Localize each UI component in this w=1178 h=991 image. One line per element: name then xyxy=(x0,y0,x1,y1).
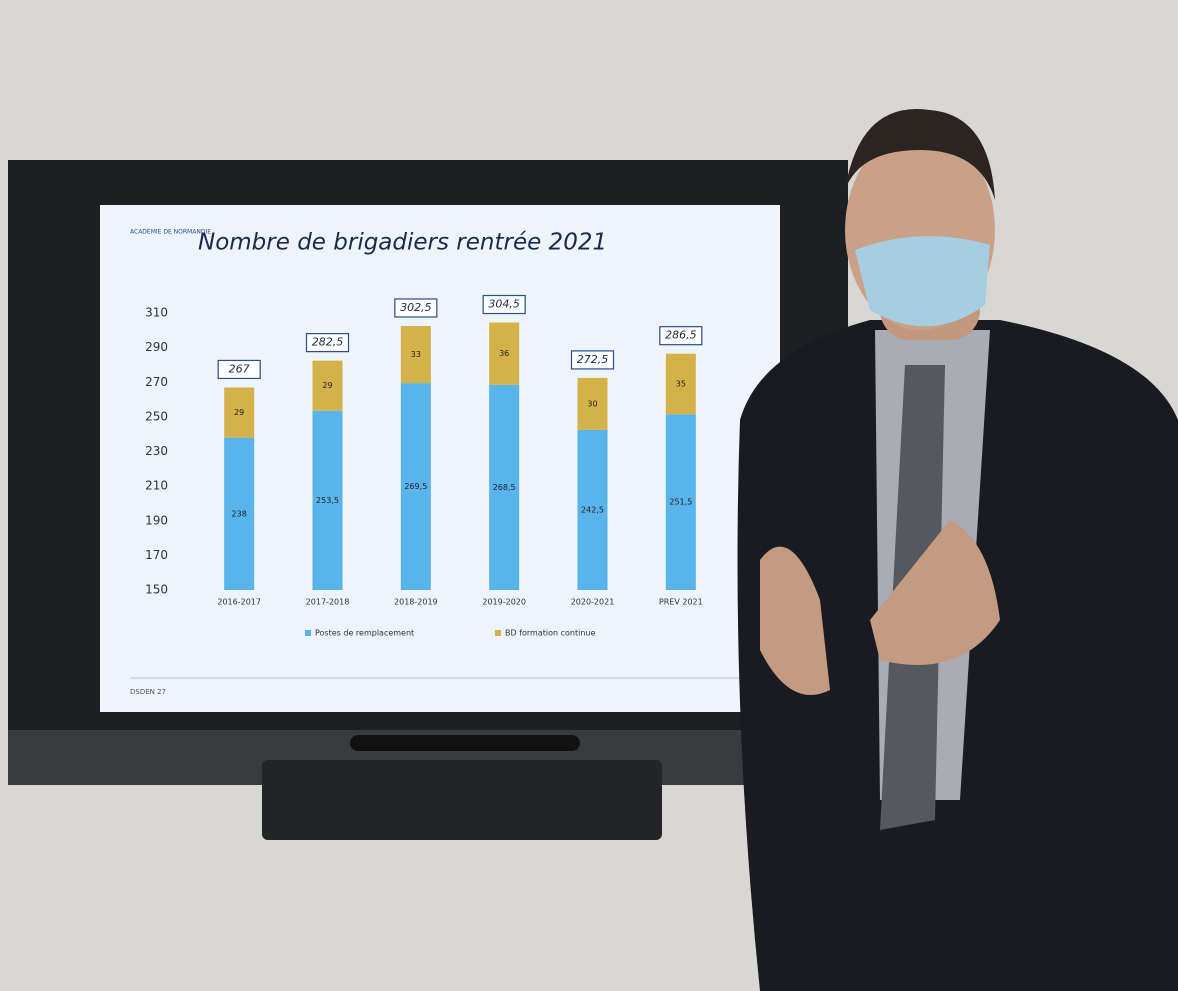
page: ACADÉMIE DE NORMANDIE Nombre de brigadie… xyxy=(0,0,1178,991)
x-tick-label: 2017-2018 xyxy=(306,598,350,607)
total-label: 302,5 xyxy=(400,301,432,314)
bar-value-label: 269,5 xyxy=(404,482,427,491)
y-tick-label: 210 xyxy=(145,479,168,493)
bar-value-label: 29 xyxy=(234,408,244,417)
total-label: 272,5 xyxy=(577,353,609,366)
footer: DSDEN 27 xyxy=(130,688,166,696)
legend-swatch xyxy=(305,630,311,636)
chart-title: Nombre de brigadiers rentrée 2021 xyxy=(198,230,607,256)
y-tick-label: 270 xyxy=(145,375,168,389)
x-tick-label: PREV 2021 xyxy=(659,598,703,607)
total-label: 282,5 xyxy=(312,336,344,349)
y-tick-label: 290 xyxy=(145,340,168,354)
legend-label: BD formation continue xyxy=(505,629,595,638)
x-tick-label: 2018-2019 xyxy=(394,598,438,607)
y-tick-label: 310 xyxy=(145,306,168,320)
photo: ACADÉMIE DE NORMANDIE Nombre de brigadie… xyxy=(0,0,1178,991)
legend-label: Postes de remplacement xyxy=(315,629,414,638)
bar-value-label: 29 xyxy=(322,381,332,390)
bar-value-label: 30 xyxy=(587,399,597,408)
y-tick-label: 170 xyxy=(145,548,168,562)
camera-bar xyxy=(262,760,662,840)
bar-value-label: 242,5 xyxy=(581,505,604,514)
x-tick-label: 2016-2017 xyxy=(217,598,261,607)
bar-value-label: 253,5 xyxy=(316,496,339,505)
bar-value-label: 268,5 xyxy=(493,483,516,492)
total-label: 304,5 xyxy=(488,298,520,311)
bar-value-label: 238 xyxy=(232,509,247,518)
bar-value-label: 35 xyxy=(676,379,686,388)
y-tick-label: 150 xyxy=(145,583,168,597)
total-label: 286,5 xyxy=(665,329,697,342)
y-tick-label: 230 xyxy=(145,444,168,458)
x-tick-label: 2019-2020 xyxy=(482,598,526,607)
total-label: 267 xyxy=(229,362,250,375)
bar-value-label: 36 xyxy=(499,349,509,358)
pen-tray xyxy=(350,735,580,751)
y-tick-label: 190 xyxy=(145,513,168,527)
mask xyxy=(855,236,990,326)
bar-value-label: 33 xyxy=(411,350,421,359)
x-tick-label: 2020-2021 xyxy=(571,598,615,607)
y-tick-label: 250 xyxy=(145,409,168,423)
legend-swatch xyxy=(495,630,501,636)
bar-value-label: 251,5 xyxy=(669,498,692,507)
